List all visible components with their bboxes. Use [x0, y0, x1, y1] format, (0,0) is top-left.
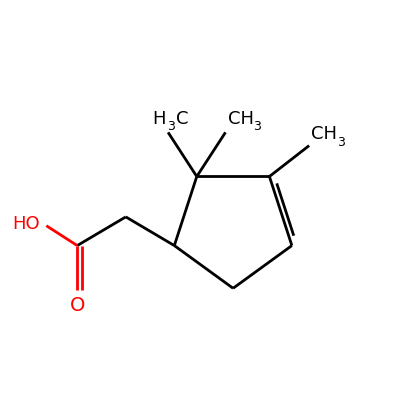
Text: C: C [176, 110, 188, 128]
Text: O: O [70, 296, 85, 315]
Text: CH: CH [228, 110, 254, 128]
Text: H: H [152, 110, 166, 128]
Text: 3: 3 [167, 120, 175, 134]
Text: HO: HO [12, 214, 40, 232]
Text: 3: 3 [337, 136, 345, 149]
Text: CH: CH [311, 125, 337, 143]
Text: 3: 3 [253, 120, 261, 134]
